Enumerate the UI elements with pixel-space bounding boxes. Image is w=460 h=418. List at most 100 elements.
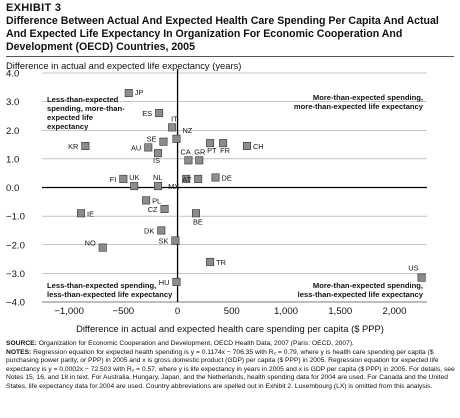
point-ch: [242, 141, 251, 150]
x-axis-label: Difference in actual and expected health…: [76, 323, 384, 334]
point-label-au: AU: [131, 143, 141, 152]
footnotes: SOURCE: Organization for Economic Cooper…: [6, 340, 456, 392]
point-es: [155, 109, 164, 118]
point-dk: [157, 226, 166, 235]
x-tick-label: −1,000: [54, 306, 84, 317]
tick-labels: 4.0 3.0 2.0 1.0 0.0 −1.0 −2.0 −3.0 −4.0 −1,000 −50…: [6, 69, 406, 318]
source-note: SOURCE: Organization for Economic Cooper…: [6, 340, 456, 349]
point-pl: [142, 196, 151, 205]
point-label-gr: GR: [194, 147, 205, 156]
point-ca: [184, 156, 193, 165]
notes-label: NOTES:: [6, 348, 32, 356]
point-fi: [119, 174, 128, 183]
point-label-fi: FI: [110, 175, 117, 184]
point-nl: [154, 182, 163, 191]
y-axis-label: Difference in actual and expected life e…: [6, 60, 242, 71]
y-tick-label: −2.0: [6, 240, 25, 251]
point-label-nz: NZ: [182, 126, 192, 135]
point-label-kr: KR: [68, 142, 78, 151]
x-tick-label: 2,000: [382, 306, 406, 317]
point-it: [168, 123, 177, 132]
point-us: [417, 273, 426, 282]
point-label-nl: NL: [153, 173, 162, 182]
point-label-no: NO: [85, 239, 96, 248]
y-tick-label: 1.0: [6, 154, 19, 165]
point-label-it: IT: [171, 114, 178, 123]
point-de: [211, 173, 220, 182]
notes-text: Regression equation for expected health …: [6, 348, 455, 390]
exhibit-label: EXHIBIT 3: [6, 2, 62, 14]
x-tick-label: −500: [113, 306, 135, 317]
point-label-sk: SK: [159, 236, 169, 245]
quadrant-bottom-right: More-than-expected spending, less-than-ex…: [298, 281, 424, 299]
point-kr: [81, 141, 90, 150]
point-mx: [182, 174, 191, 183]
point-label-us: US: [408, 264, 418, 273]
quadrant-bottom-right-line: less-than-expected life expectancy: [298, 290, 424, 299]
point-hu: [172, 277, 181, 286]
point-uk: [130, 182, 139, 191]
point-label-se: SE: [147, 135, 157, 144]
quadrant-top-left: Less-than-expected spending, more-than-ex…: [47, 95, 125, 131]
point-label-dk: DK: [144, 226, 154, 235]
point-label-at: AT: [182, 175, 191, 184]
point-label-hu: HU: [159, 278, 170, 287]
point-ie: [77, 209, 86, 218]
axes: [42, 69, 427, 303]
point-jp: [124, 89, 133, 98]
notes-note: NOTES: Regression equation for expected …: [6, 349, 456, 392]
chart-title: Difference Between Actual And Expected H…: [6, 15, 439, 53]
point-label-jp: JP: [135, 88, 144, 97]
x-tick-label: 1,000: [274, 306, 298, 317]
quadrant-bottom-left: Less-than-expected spending, less-than-ex…: [47, 281, 173, 299]
source-label: SOURCE:: [6, 340, 37, 347]
quadrant-top-left-line: expectancy: [47, 122, 89, 131]
quadrant-top-left-line: Less-than-expected: [47, 95, 119, 104]
quadrant-top-right-line: More-than-expected spending,: [313, 93, 423, 102]
title-divider: [6, 56, 454, 57]
point-label-uk: UK: [129, 173, 139, 182]
point-label-fr: FR: [220, 146, 230, 155]
point-cz: [160, 204, 169, 213]
point-label-es: ES: [142, 109, 152, 118]
point-no: [98, 243, 107, 252]
y-tick-label: −1.0: [6, 212, 25, 223]
quadrant-top-right: More-than-expected spending, more-than-ex…: [294, 93, 424, 111]
point-se: [159, 137, 168, 146]
quadrant-bottom-right-line: More-than-expected spending,: [313, 281, 423, 290]
source-text: Organization for Economic Cooperation an…: [38, 340, 354, 347]
point-is: [154, 149, 163, 158]
point-label-pl: PL: [152, 196, 161, 205]
x-tick-label: 500: [224, 306, 240, 317]
point-be: [192, 209, 201, 218]
quadrant-bottom-left-line: Less-than-expected spending,: [47, 281, 156, 290]
x-tick-label: 1,500: [328, 306, 352, 317]
point-sk: [171, 236, 180, 245]
point-nz: [172, 134, 181, 143]
y-tick-label: 0.0: [6, 183, 19, 194]
point-label-be: BE: [193, 217, 203, 226]
quadrant-labels: Less-than-expected spending, more-than-ex…: [47, 93, 424, 299]
y-tick-label: 2.0: [6, 126, 19, 137]
point-at: [194, 174, 203, 183]
point-label-is: IS: [153, 156, 160, 165]
point-label-ie: IE: [87, 209, 94, 218]
y-tick-label: 3.0: [6, 97, 19, 108]
point-fr: [219, 139, 228, 148]
y-tick-label: 4.0: [6, 69, 19, 80]
point-gr: [195, 156, 204, 165]
point-label-cz: CZ: [148, 205, 158, 214]
point-pt: [206, 139, 215, 148]
y-tick-label: −4.0: [6, 298, 25, 309]
quadrant-top-left-line: spending, more-than-: [47, 104, 125, 113]
point-label-pt: PT: [207, 146, 217, 155]
point-label-ch: CH: [253, 142, 264, 151]
point-label-tr: TR: [216, 258, 226, 267]
point-tr: [206, 257, 215, 266]
quadrant-top-right-line: more-than-expected life expectancy: [294, 102, 424, 111]
point-label-mx: MX: [168, 182, 179, 191]
point-label-de: DE: [222, 173, 232, 182]
point-au: [144, 143, 153, 152]
